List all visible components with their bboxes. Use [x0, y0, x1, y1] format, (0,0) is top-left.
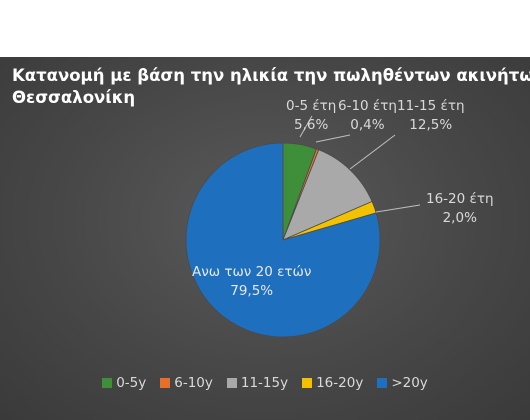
chart-title-line-1: Κατανομή με βάση την ηλικία την πωληθέντ… — [12, 66, 530, 85]
leader-line-16-20 — [375, 204, 421, 213]
legend-item-11-15: 11-15y — [226, 375, 289, 391]
legend-text-over20: >20y — [391, 375, 428, 391]
label-over20-name: Ανω των 20 ετών — [192, 264, 312, 280]
leader-line-11-15 — [349, 134, 396, 170]
leader-line-0-5 — [299, 115, 313, 138]
label-0-5-value: 5,6% — [294, 117, 329, 133]
chart-title: Κατανομή με βάση την ηλικία την πωληθέντ… — [12, 65, 530, 109]
pie-slice-over20 — [185, 142, 381, 338]
legend-swatch-over20 — [377, 378, 388, 388]
legend-item-over20: >20y — [377, 375, 428, 391]
label-11-15: 11-15 έτη 12,5% — [397, 97, 465, 135]
label-over20-value: 79,5% — [230, 283, 274, 299]
label-over20: Ανω των 20 ετών 79,5% — [192, 263, 311, 301]
legend-item-16-20: 16-20y — [302, 375, 363, 391]
legend-swatch-16-20 — [302, 378, 313, 388]
leader-line-6-10 — [315, 134, 351, 143]
label-0-5-name: 0-5 έτη — [286, 98, 337, 114]
legend-item-6-10: 6-10y — [160, 375, 213, 391]
legend: 0-5y 6-10y 11-15y 16-20y >20y — [0, 375, 530, 391]
legend-text-16-20: 16-20y — [316, 375, 364, 391]
label-16-20-name: 16-20 έτη — [426, 191, 494, 207]
legend-text-6-10: 6-10y — [174, 375, 213, 391]
label-6-10-name: 6-10 έτη — [338, 98, 397, 114]
legend-item-0-5: 0-5y — [102, 375, 146, 391]
label-6-10-value: 0,4% — [350, 117, 385, 133]
chart-area: Κατανομή με βάση την ηλικία την πωληθέντ… — [0, 57, 530, 420]
pie-slice-11-15 — [282, 149, 373, 241]
legend-swatch-11-15 — [226, 378, 237, 388]
label-0-5: 0-5 έτη 5,6% — [286, 97, 336, 135]
legend-text-11-15: 11-15y — [240, 375, 289, 391]
label-16-20-value: 2,0% — [442, 210, 477, 226]
label-6-10: 6-10 έτη 0,4% — [338, 97, 397, 135]
label-11-15-value: 12,5% — [409, 117, 453, 133]
legend-text-0-5: 0-5y — [116, 375, 147, 391]
legend-swatch-6-10 — [160, 378, 171, 388]
label-11-15-name: 11-15 έτη — [397, 98, 465, 114]
label-16-20: 16-20 έτη 2,0% — [426, 190, 494, 228]
pie-chart — [185, 115, 421, 338]
legend-swatch-0-5 — [102, 378, 113, 388]
chart-title-line-2: Θεσσαλονίκη — [12, 88, 136, 107]
